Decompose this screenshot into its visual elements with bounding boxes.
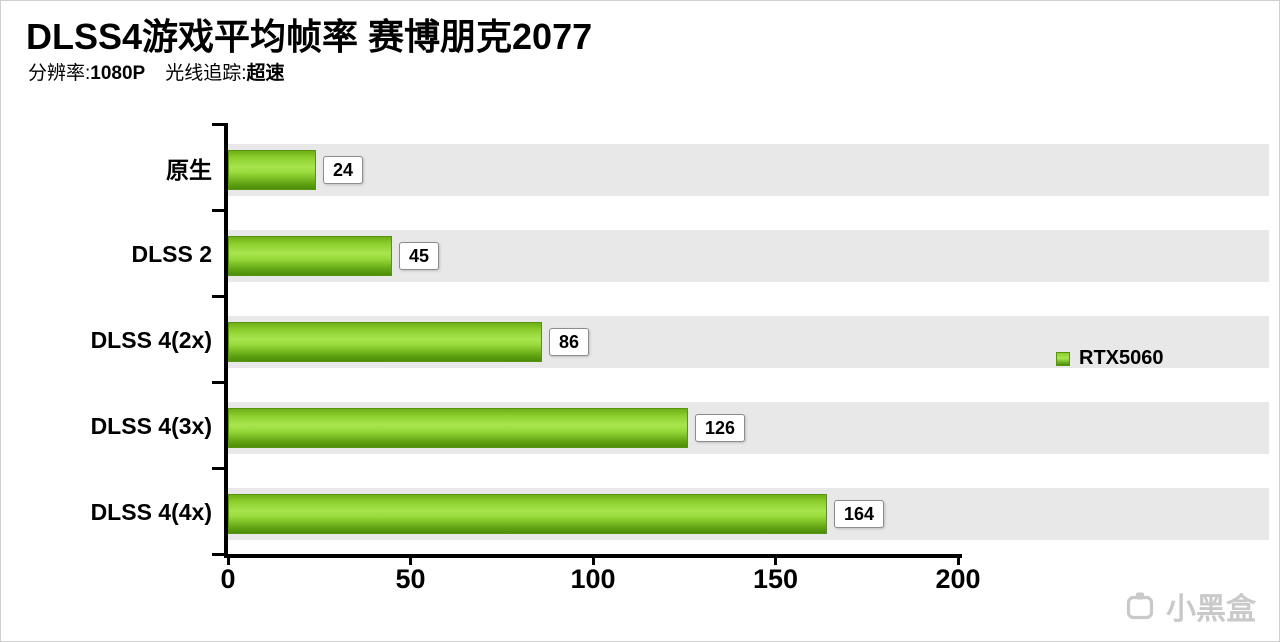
category-label: DLSS 4(2x) — [90, 326, 212, 353]
y-axis-tick — [212, 123, 226, 126]
chart-row: 原生 24 — [0, 125, 1280, 211]
x-axis-tick-label: 200 — [935, 564, 981, 594]
heybox-logo-icon — [1124, 590, 1156, 622]
y-axis-tick — [212, 381, 226, 384]
watermark: 小黑盒 — [1124, 584, 1256, 628]
x-axis-tick-label: 100 — [570, 564, 616, 594]
legend-swatch-icon — [1056, 351, 1070, 366]
x-axis-tick — [956, 558, 960, 565]
value-label: 24 — [323, 156, 364, 184]
chart-row: DLSS 2 45 — [0, 211, 1280, 297]
y-axis-line — [224, 123, 228, 557]
category-label: 原生 — [166, 157, 212, 183]
value-label: 164 — [834, 500, 885, 528]
watermark-text: 小黑盒 — [1166, 593, 1256, 626]
y-axis-tick — [212, 553, 226, 556]
x-axis-tick — [591, 558, 595, 565]
x-axis-tick-label: 50 — [395, 564, 426, 594]
bar-rtx5060 — [228, 322, 542, 362]
raytracing-value: 超速 — [246, 63, 285, 84]
value-label: 126 — [695, 414, 746, 442]
resolution-label: 分辨率: — [28, 63, 91, 84]
bar-rtx5060 — [228, 494, 827, 534]
category-label: DLSS 4(3x) — [90, 412, 212, 439]
value-label: 45 — [399, 242, 440, 270]
x-axis-tick — [226, 558, 230, 565]
raytracing-label: 光线追踪: — [165, 63, 247, 84]
x-axis-tick — [409, 558, 412, 565]
chart-row: DLSS 4(3x) 126 — [0, 383, 1280, 469]
category-label: DLSS 4(4x) — [90, 498, 212, 525]
row-band — [228, 144, 1269, 196]
x-axis-line — [224, 554, 962, 558]
bar-rtx5060 — [228, 150, 316, 190]
legend: RTX5060 — [1056, 347, 1164, 370]
x-axis-tick-label: 150 — [752, 564, 799, 594]
y-axis-tick — [212, 467, 226, 470]
resolution-value: 1080P — [90, 63, 146, 84]
bar-rtx5060 — [228, 408, 688, 448]
chart-row: DLSS 4(4x) 164 — [0, 469, 1280, 555]
chart-subtitle: 分辨率:1080P 光线追踪:超速 — [28, 58, 285, 85]
bar-rtx5060 — [228, 236, 392, 276]
legend-series-label: RTX5060 — [1079, 347, 1164, 369]
category-label: DLSS 2 — [131, 240, 212, 267]
x-axis-tick-label: 0 — [220, 564, 236, 594]
y-axis-tick — [212, 209, 226, 212]
plot-area: 原生 24 DLSS 2 45 DLSS 4(2x) 86 DLSS 4(3x) 126 DLS… — [0, 125, 1280, 555]
x-axis-tick — [774, 558, 777, 565]
y-axis-tick — [212, 295, 226, 298]
chart-row: DLSS 4(2x) 86 — [0, 297, 1280, 383]
chart-title: DLSS4游戏平均帧率 赛博朋克2077 — [26, 16, 593, 57]
value-label: 86 — [549, 328, 590, 356]
